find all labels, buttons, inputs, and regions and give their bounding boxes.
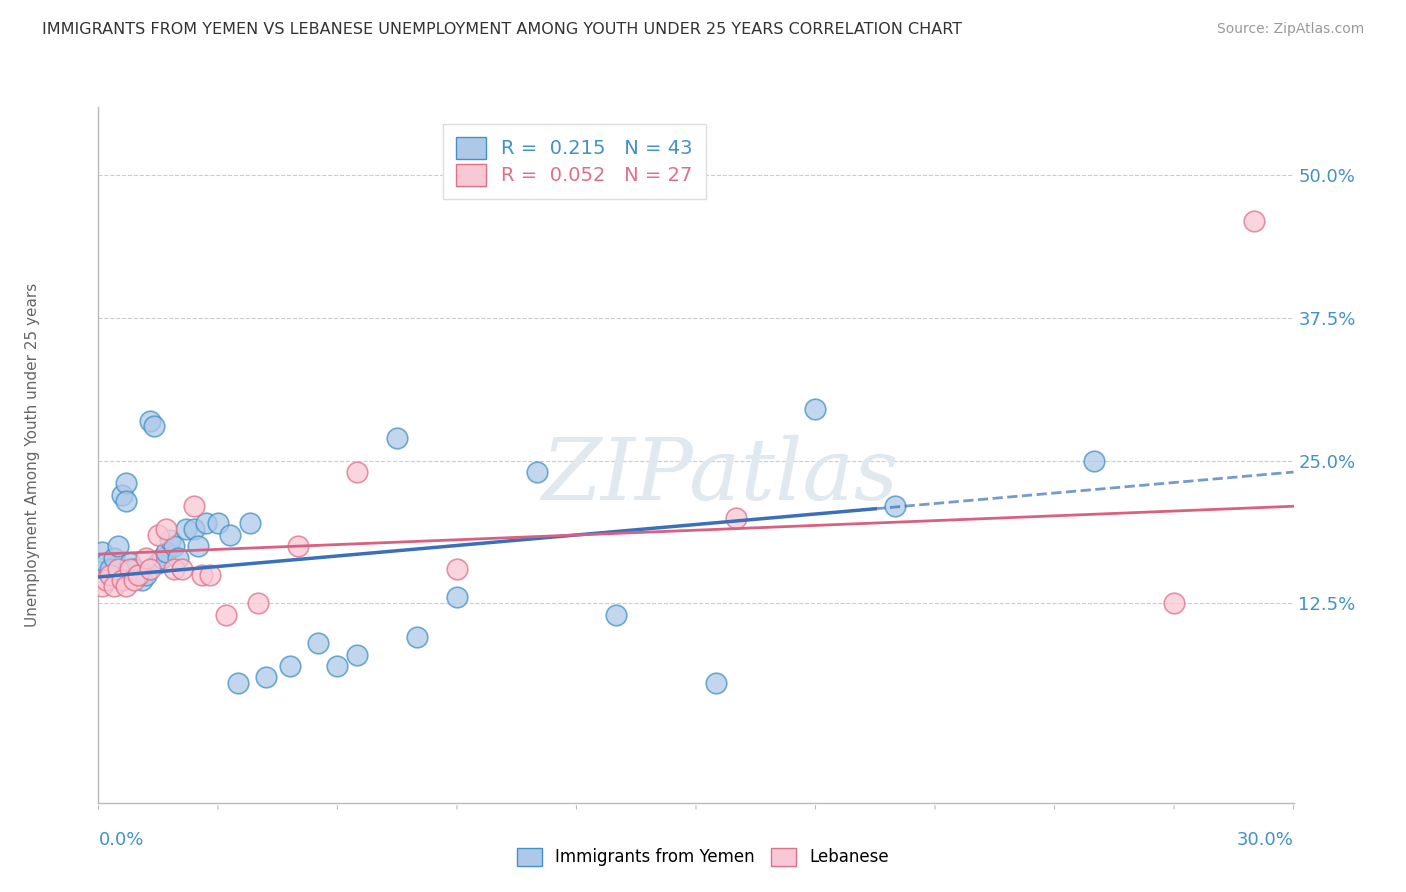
Point xyxy=(103,579,125,593)
Point xyxy=(111,488,134,502)
Point xyxy=(163,562,186,576)
Point xyxy=(115,579,138,593)
Point xyxy=(884,500,907,514)
Point xyxy=(446,591,468,605)
Point xyxy=(91,579,114,593)
Point xyxy=(198,567,221,582)
Point xyxy=(163,539,186,553)
Point xyxy=(115,493,138,508)
Text: Source: ZipAtlas.com: Source: ZipAtlas.com xyxy=(1216,22,1364,37)
Point xyxy=(124,574,146,588)
Point xyxy=(103,550,125,565)
Point xyxy=(191,567,214,582)
Point xyxy=(1083,453,1105,467)
Point xyxy=(1163,596,1185,610)
Point xyxy=(1243,214,1265,228)
Point xyxy=(215,607,238,622)
Point xyxy=(287,539,309,553)
Point xyxy=(326,659,349,673)
Point xyxy=(148,556,170,570)
Point xyxy=(172,562,194,576)
Point xyxy=(406,631,429,645)
Point xyxy=(127,567,149,582)
Point xyxy=(724,510,747,524)
Text: 30.0%: 30.0% xyxy=(1237,831,1294,849)
Point xyxy=(704,676,727,690)
Point xyxy=(254,670,277,684)
Point xyxy=(346,648,368,662)
Point xyxy=(150,550,173,565)
Point xyxy=(226,676,249,690)
Point xyxy=(155,522,177,536)
Point xyxy=(91,545,114,559)
Point xyxy=(239,516,262,531)
Point xyxy=(207,516,229,531)
Point xyxy=(385,431,409,445)
Point xyxy=(124,562,146,576)
Point xyxy=(307,636,329,650)
Text: Unemployment Among Youth under 25 years: Unemployment Among Youth under 25 years xyxy=(25,283,41,627)
Point xyxy=(167,550,190,565)
Point xyxy=(100,562,122,576)
Point xyxy=(127,567,149,582)
Point xyxy=(804,402,827,417)
Point xyxy=(115,476,138,491)
Point xyxy=(107,539,129,553)
Point xyxy=(131,574,153,588)
Point xyxy=(526,465,548,479)
Legend: R =  0.215   N = 43, R =  0.052   N = 27: R = 0.215 N = 43, R = 0.052 N = 27 xyxy=(443,124,706,199)
Point xyxy=(183,522,205,536)
Point xyxy=(148,528,170,542)
Point xyxy=(139,562,162,576)
Text: 0.0%: 0.0% xyxy=(98,831,143,849)
Point xyxy=(159,533,181,548)
Point xyxy=(100,567,122,582)
Point xyxy=(219,528,242,542)
Point xyxy=(135,550,157,565)
Point xyxy=(155,545,177,559)
Text: ZIPatlas: ZIPatlas xyxy=(541,434,898,517)
Point xyxy=(278,659,301,673)
Point xyxy=(111,574,134,588)
Point xyxy=(120,556,142,570)
Text: IMMIGRANTS FROM YEMEN VS LEBANESE UNEMPLOYMENT AMONG YOUTH UNDER 25 YEARS CORREL: IMMIGRANTS FROM YEMEN VS LEBANESE UNEMPL… xyxy=(42,22,962,37)
Point xyxy=(174,522,197,536)
Legend: Immigrants from Yemen, Lebanese: Immigrants from Yemen, Lebanese xyxy=(509,839,897,875)
Point xyxy=(346,465,368,479)
Point xyxy=(96,556,118,570)
Point xyxy=(120,562,142,576)
Point xyxy=(183,500,205,514)
Point xyxy=(195,516,218,531)
Point xyxy=(605,607,627,622)
Point xyxy=(139,414,162,428)
Point xyxy=(96,574,118,588)
Point xyxy=(446,562,468,576)
Point xyxy=(246,596,269,610)
Point xyxy=(143,419,166,434)
Point xyxy=(107,562,129,576)
Point xyxy=(187,539,209,553)
Point xyxy=(135,567,157,582)
